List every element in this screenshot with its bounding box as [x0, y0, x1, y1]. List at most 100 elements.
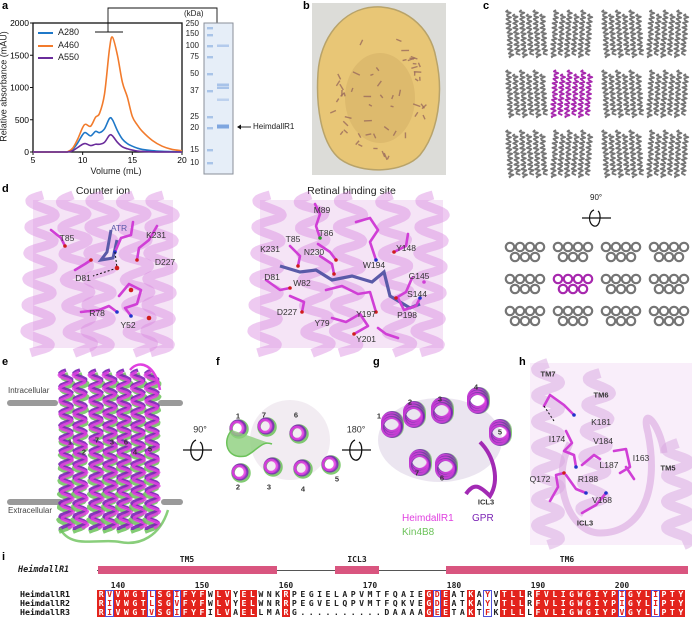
retinal-site-title: Retinal binding site: [307, 185, 396, 197]
residue: A: [459, 607, 465, 617]
residue: L: [248, 598, 257, 608]
helix-ring: [231, 464, 247, 480]
microcrystal: [339, 130, 344, 136]
marker-label: 10: [190, 158, 199, 167]
helix-number: 4: [473, 382, 479, 392]
helix: [505, 69, 515, 119]
microcrystal: [368, 103, 373, 107]
helix-ring: [514, 305, 526, 317]
residue: W: [575, 598, 585, 608]
atom: [334, 258, 338, 262]
helix-cartoon: [293, 190, 336, 358]
symmetry-molecule: [601, 129, 644, 179]
residue: P: [350, 589, 356, 599]
residue: T: [375, 589, 381, 599]
residue-k181: [542, 393, 576, 417]
atom: [574, 465, 578, 469]
residue: E: [434, 607, 440, 617]
symmetry-molecule: [505, 9, 548, 59]
residue: L: [214, 598, 223, 608]
residue-t85: [288, 244, 302, 268]
residue-label: T85: [285, 233, 301, 244]
residue: W: [207, 589, 213, 599]
residue: D: [384, 607, 390, 617]
marker-label: 50: [190, 69, 199, 78]
helix-number: 2: [81, 447, 87, 457]
residue: S: [155, 589, 165, 599]
helix: [525, 73, 535, 116]
residue: R: [281, 589, 291, 599]
rotation-label-c: 90°: [590, 193, 603, 202]
atom: [584, 491, 588, 495]
residue: I: [107, 607, 113, 617]
symmetry-molecule-top: [648, 305, 690, 327]
heimdallr1-molecule: [550, 69, 594, 119]
microcrystal: [365, 133, 372, 136]
icl3-loop: [558, 414, 668, 537]
helix-number: 1: [235, 411, 241, 421]
drop-center: [345, 53, 415, 143]
rotation-label-g: 180°: [346, 424, 366, 435]
residue-m89: [313, 202, 322, 240]
helix-number: 6: [439, 473, 445, 483]
residue-label: D81: [75, 272, 91, 283]
residue: G: [308, 598, 314, 608]
helix-number: 7: [261, 410, 267, 420]
legend-heimdallr1: HeimdallR1: [402, 513, 454, 524]
residue: T: [476, 607, 482, 617]
helix-ring: [630, 305, 642, 317]
residue-d81: [264, 278, 292, 292]
helix-ring: [615, 315, 627, 327]
counter-ion-title: Counter ion: [75, 185, 131, 197]
marker-label: 100: [185, 41, 199, 50]
legend-label: A460: [58, 39, 80, 50]
atom: [63, 244, 67, 248]
protein-band: [217, 98, 229, 101]
residue: A: [401, 589, 407, 599]
residue: L: [508, 598, 517, 608]
helix: [601, 9, 611, 59]
helix: [505, 129, 515, 179]
helix-ring: [673, 251, 685, 263]
residue-s144: [394, 276, 414, 300]
microcrystal: [357, 143, 363, 148]
panel-label-c: c: [483, 0, 490, 12]
ruler-number: 140: [110, 581, 126, 590]
loop-label: ICL3: [576, 518, 594, 528]
helix-label: TM6: [593, 390, 609, 400]
helix-number: 5: [497, 427, 503, 437]
residue-label: I163: [632, 452, 650, 463]
ruler-number: 160: [278, 581, 294, 590]
residue: N: [266, 589, 272, 599]
residue: I: [559, 607, 568, 617]
helix: [614, 129, 624, 179]
symmetry-molecule: [601, 69, 644, 119]
helix-ring: [582, 305, 594, 317]
helix-ring: [529, 251, 541, 263]
structure-superposition-top-view: [183, 387, 512, 500]
symmetry-molecule-top: [504, 273, 546, 295]
legend-swatch: [38, 57, 53, 59]
microcrystal: [350, 87, 354, 93]
helix-cartoon: [247, 190, 287, 358]
helix-ring: [678, 305, 690, 317]
residue: R: [527, 589, 533, 599]
residue: I: [653, 598, 659, 608]
legend-label: A550: [58, 52, 80, 62]
helix: [601, 129, 611, 179]
residue-label: T86: [318, 227, 334, 238]
residue: E: [441, 598, 450, 608]
residue: I: [107, 598, 113, 608]
helix: [646, 129, 656, 179]
residue: V: [174, 598, 180, 608]
residue: G: [584, 598, 593, 608]
hydrogen-bond: [543, 405, 555, 422]
helix: [563, 129, 573, 179]
helix-ring: [519, 283, 531, 295]
loop-label-icl3: ICL3: [477, 497, 495, 507]
residue-label: Y197: [356, 308, 376, 319]
membrane-boundary: [7, 400, 58, 406]
helix-ring: [557, 315, 569, 327]
residue-y201: [376, 326, 400, 340]
residue: F: [197, 598, 207, 608]
